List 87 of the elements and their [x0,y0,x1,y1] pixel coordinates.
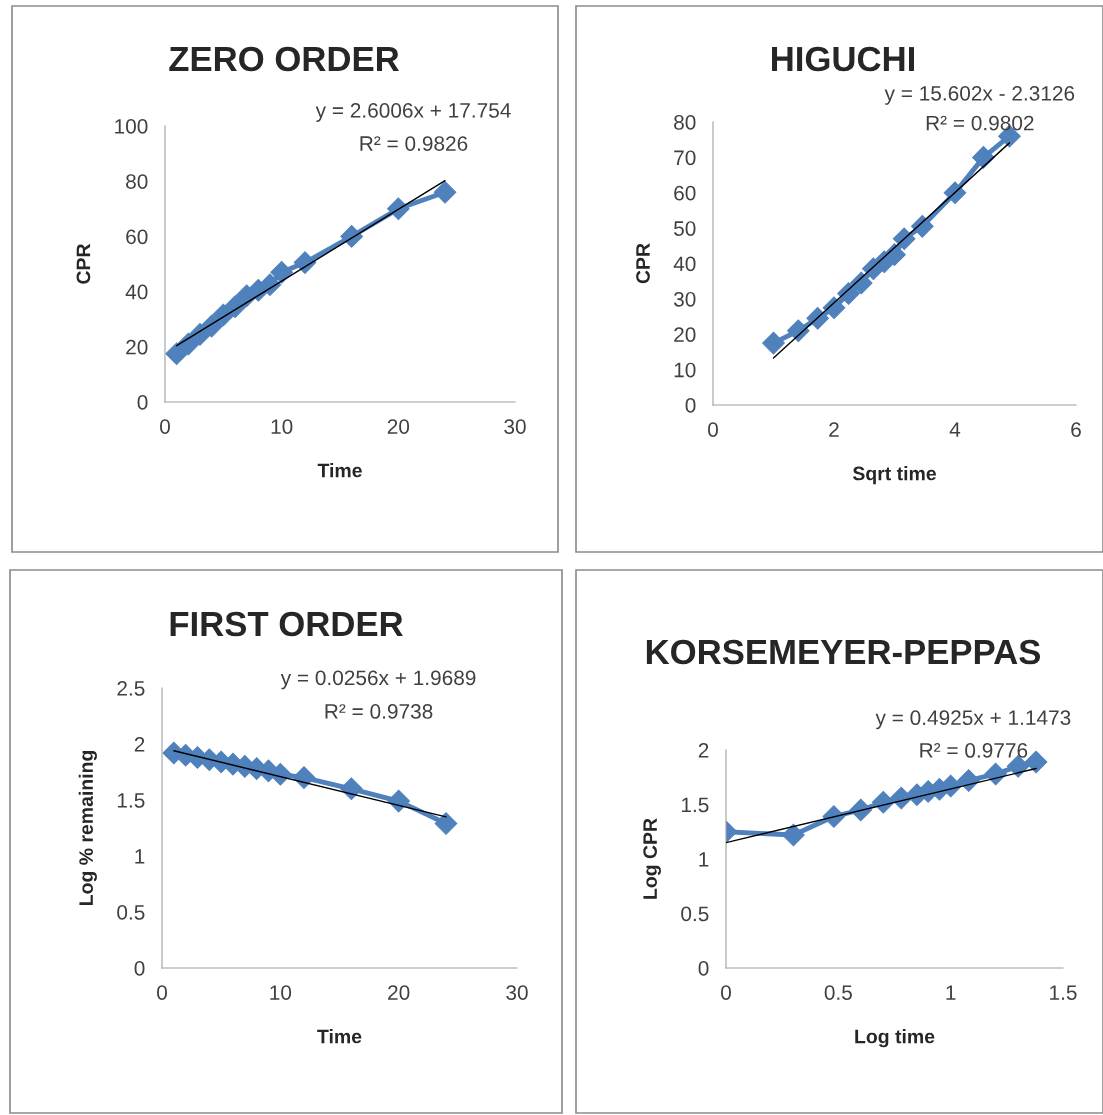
point [293,251,317,274]
x-tick-label: 0.5 [824,985,852,1000]
y-axis-title: Log % remaining [78,750,97,906]
y-tick-label: 0.5 [681,906,709,922]
y-axis-title: CPR [76,243,91,284]
annotation: R² = 0.9738 [325,704,433,719]
y-tick-label: 60 [126,229,148,245]
y-tick-label: 1.5 [117,793,145,808]
point [911,215,934,238]
chart-title: KORSEMEYER-PEPPAS [646,639,1041,665]
text: y = 0.4925x + 1.1473 [875,710,1071,730]
point [984,762,1007,786]
y-tick-label: 1 [135,849,145,864]
y-tick-label: 1.5 [681,797,709,813]
x-axis-title: Time [317,1029,362,1044]
y-tick-label: 20 [674,327,696,342]
point [786,319,810,343]
y-tick-label: 10 [674,362,696,378]
x-tick-label: 1 [946,985,956,1000]
point [165,342,188,366]
point [258,273,282,297]
point [849,271,873,295]
x-tick-label: 30 [506,985,528,1000]
x-axis-title: Log time [855,1029,935,1048]
point [270,260,293,284]
point [433,180,457,204]
x-tick-label: 20 [388,985,410,1000]
x-tick-label: 20 [387,419,410,434]
point [292,766,316,789]
y-tick-label: 0.5 [117,905,145,920]
point [340,777,363,801]
x-tick-label: 10 [271,419,293,434]
y-tick-label: 20 [126,339,148,355]
annotation: y = 0.0256x + 1.9689 [280,670,476,690]
point [943,181,967,205]
y-tick-label: 80 [674,115,696,130]
y-tick-label: 0 [134,961,145,976]
chart-title: HIGUCHI [772,46,914,72]
chart-title: ZERO ORDER [169,46,400,72]
point [223,295,247,319]
x-tick-label: 0 [160,419,170,434]
y-tick-label: 40 [673,256,696,272]
y-tick-label: 1 [699,852,709,867]
chart-title: FIRST ORDER [170,611,403,637]
annotation: R² = 0.9776 [920,743,1028,758]
point [883,243,906,266]
x-tick-label: 0 [721,985,731,1000]
point [434,812,458,835]
text: y = 2.6006x + 17.754 [315,103,511,122]
text: y = 15.602x - 2.3126 [884,85,1075,105]
x-tick-label: 4 [949,422,961,437]
point [806,307,829,330]
point [892,227,916,251]
x-tick-label: 6 [1071,422,1081,437]
y-tick-label: 2.5 [117,681,145,696]
point [782,823,805,847]
y-tick-label: 0 [137,395,148,410]
y-tick-label: 2 [698,743,709,758]
point [340,225,363,248]
point [972,146,995,169]
x-axis-title: Time [317,463,362,478]
y-tick-label: 0 [685,398,696,413]
point [837,282,860,305]
y-axis-title: Log CPR [643,818,661,899]
y-tick-label: 0 [698,961,709,976]
x-tick-label: 1.5 [1050,985,1077,1000]
y-tick-label: 50 [674,221,696,236]
point [762,331,785,355]
x-tick-label: 10 [270,985,292,1000]
y-tick-label: 60 [674,185,696,201]
annotation: R² = 0.9802 [926,115,1034,131]
y-tick-label: 30 [673,291,696,307]
x-axis-title: Sqrt time [852,466,936,485]
x-tick-label: 0 [157,985,167,1000]
y-tick-label: 40 [125,284,148,300]
point [387,197,410,221]
point [822,296,846,320]
y-tick-label: 100 [115,119,148,134]
point [387,789,410,813]
y-tick-label: 70 [674,150,696,166]
y-tick-label: 80 [126,174,148,189]
point [957,769,980,792]
x-tick-label: 2 [829,422,839,437]
y-axis-title: CPR [636,243,650,284]
x-tick-label: 30 [504,419,526,434]
y-tick-label: 2 [134,737,145,752]
annotation: R² = 0.9826 [360,136,468,151]
